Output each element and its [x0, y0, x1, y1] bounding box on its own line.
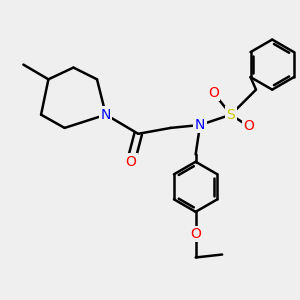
Text: N: N	[195, 118, 205, 132]
Text: O: O	[125, 155, 136, 169]
Text: N: N	[100, 108, 111, 122]
Text: S: S	[226, 108, 235, 122]
Text: O: O	[208, 85, 219, 100]
Text: O: O	[243, 119, 254, 134]
Text: O: O	[190, 227, 201, 241]
